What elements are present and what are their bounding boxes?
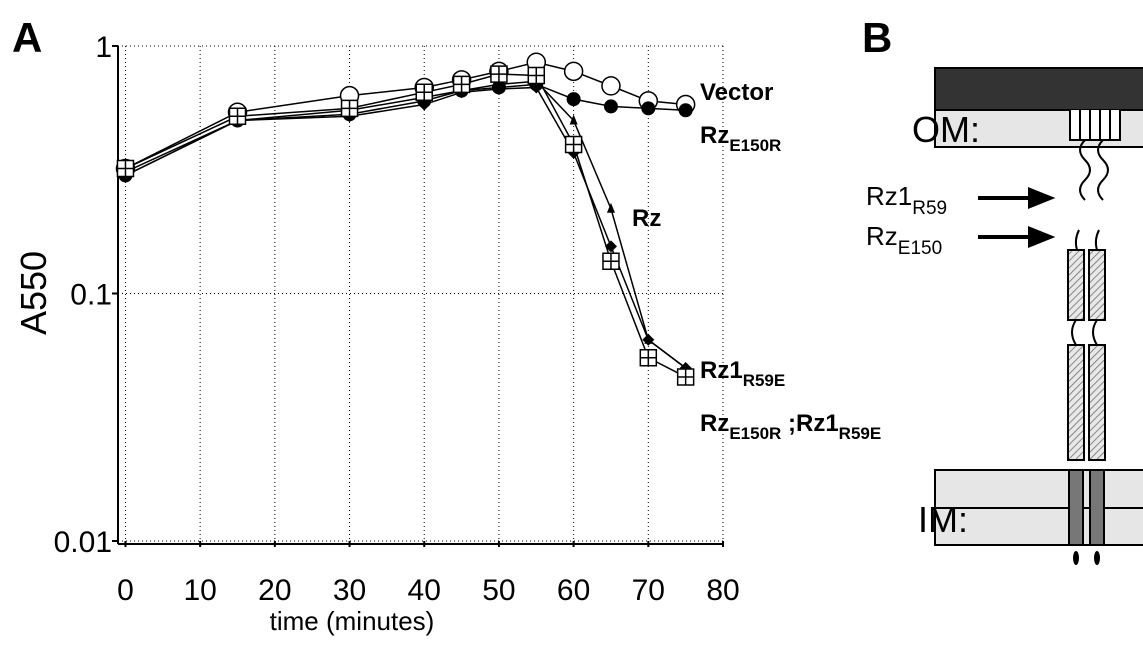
- marker: [452, 75, 471, 94]
- x-tick-label: 80: [706, 574, 739, 607]
- x-tick-label: 60: [557, 574, 590, 607]
- marker: [604, 240, 617, 253]
- series-label-part: ;Rz1: [781, 410, 838, 437]
- marker: [603, 99, 618, 114]
- marker: [564, 135, 583, 154]
- label-sub: E150: [898, 238, 942, 259]
- y-tick-label: 0.1: [70, 279, 112, 312]
- marker: [527, 66, 546, 85]
- series-label-sub: R59E: [839, 424, 882, 443]
- marker: [678, 103, 693, 118]
- series-label-sub: R59E: [743, 371, 786, 390]
- marker: [418, 98, 431, 111]
- marker: [492, 83, 505, 96]
- marker: [563, 61, 584, 82]
- y-tick-label: 0.01: [54, 526, 112, 559]
- marker: [602, 252, 620, 270]
- x-axis-title: time (minutes): [270, 606, 435, 636]
- om-label: OM:: [912, 109, 980, 150]
- marker: [676, 368, 695, 386]
- series-label-sub: E150R: [729, 136, 781, 155]
- series-label-part: Rz: [632, 205, 661, 232]
- series-line: [125, 61, 686, 170]
- series-label: Rz1R59E: [700, 357, 785, 390]
- marker: [569, 114, 578, 125]
- label-sub: R59: [912, 198, 947, 219]
- marker: [566, 92, 581, 107]
- marker: [641, 101, 656, 116]
- series-label: Rz: [632, 205, 661, 232]
- marker: [490, 65, 508, 83]
- x-tick-label: 10: [183, 574, 216, 607]
- marker: [639, 349, 658, 367]
- series-label-part: Vector: [700, 79, 773, 106]
- marker: [228, 107, 247, 126]
- y-tick-label: 1: [95, 31, 112, 64]
- marker: [530, 81, 543, 94]
- panel-label: A: [12, 14, 42, 61]
- x-tick-label: 70: [632, 574, 665, 607]
- x-tick-label: 20: [258, 574, 291, 607]
- series-label-part: Rz: [700, 122, 729, 149]
- x-tick-label: 50: [482, 574, 515, 607]
- y-axis-title: A550: [13, 251, 54, 335]
- marker: [642, 333, 655, 346]
- series-label-sub: E150R: [729, 424, 781, 443]
- series: [121, 75, 690, 373]
- series: [115, 52, 696, 179]
- series-label: RzE150R ;Rz1R59E: [700, 410, 881, 443]
- x-tick-label: 30: [333, 574, 366, 607]
- label-part: Rz1: [866, 181, 912, 211]
- series-label: Vector: [700, 79, 773, 106]
- marker: [415, 83, 433, 102]
- diagram: OM: IM: Rz1R59 RzE150: [866, 67, 1143, 565]
- panel-label: B: [862, 14, 892, 61]
- im-label: IM:: [918, 499, 968, 540]
- marker: [606, 202, 615, 213]
- rz-label: RzE150: [866, 221, 942, 259]
- x-tick-label: 40: [408, 574, 441, 607]
- marker: [601, 76, 621, 96]
- x-tick-label: 0: [117, 574, 134, 607]
- label-part: Rz: [866, 221, 898, 251]
- series-label: RzE150R: [700, 122, 781, 155]
- series-label-part: Rz: [700, 410, 729, 437]
- series: [116, 65, 695, 386]
- marker: [116, 159, 135, 178]
- series-line: [125, 73, 686, 378]
- series-label-part: Rz1: [700, 357, 743, 384]
- rz1-label: Rz1R59: [866, 181, 947, 219]
- series: [119, 81, 692, 375]
- marker: [340, 99, 359, 118]
